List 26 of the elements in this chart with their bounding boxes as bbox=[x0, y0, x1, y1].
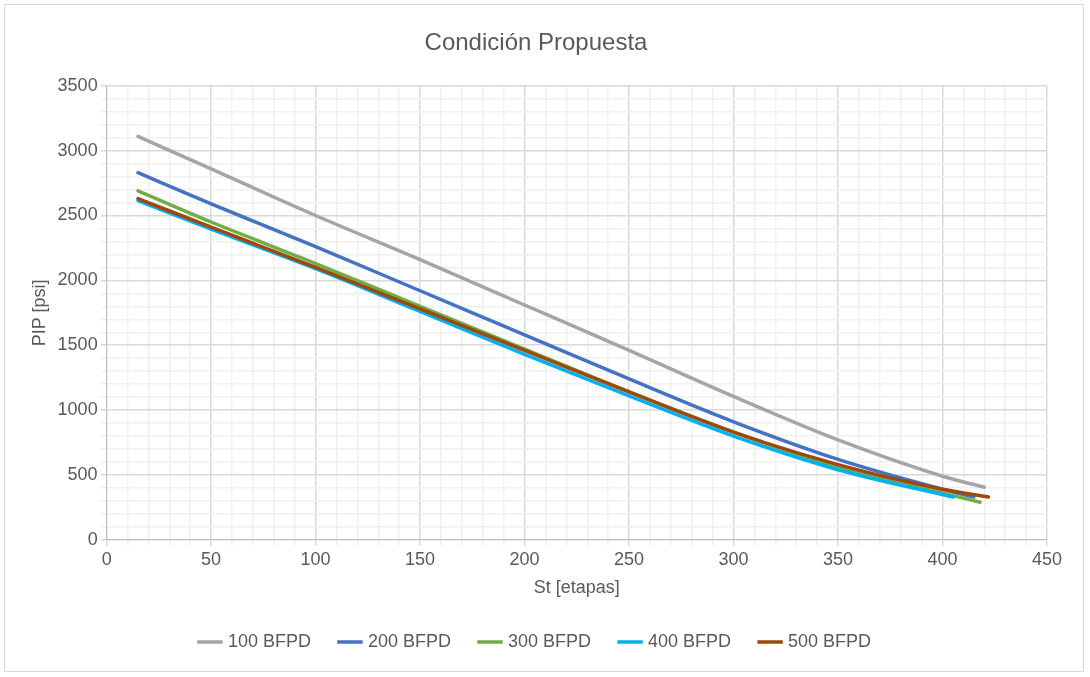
x-tick-label: 300 bbox=[718, 548, 749, 569]
x-tick-label: 50 bbox=[201, 548, 222, 569]
y-axis-title: PIP [psi] bbox=[28, 279, 49, 347]
y-tick-label: 3000 bbox=[57, 139, 98, 160]
x-tick-label: 200 bbox=[509, 548, 540, 569]
x-axis-title: St [etapas] bbox=[533, 577, 620, 598]
legend-label: 200 BFPD bbox=[367, 630, 451, 651]
x-tick-label: 250 bbox=[614, 548, 645, 569]
x-tick-label: 450 bbox=[1031, 548, 1063, 569]
y-tick-label: 1500 bbox=[57, 334, 98, 355]
x-tick-label: 100 bbox=[300, 548, 331, 569]
x-tick-label: 400 bbox=[927, 548, 958, 569]
legend-label: 100 BFPD bbox=[227, 630, 311, 651]
y-tick-label: 3500 bbox=[57, 74, 98, 95]
y-tick-label: 2500 bbox=[57, 204, 98, 225]
legend-label: 300 BFPD bbox=[507, 630, 592, 651]
x-tick-label: 0 bbox=[101, 548, 112, 569]
y-tick-label: 2000 bbox=[57, 269, 98, 290]
y-tick-label: 0 bbox=[87, 528, 98, 549]
legend-label: 400 BFPD bbox=[648, 630, 732, 651]
x-tick-label: 350 bbox=[823, 548, 854, 569]
legend-label: 500 BFPD bbox=[788, 630, 872, 651]
y-tick-label: 1000 bbox=[57, 399, 98, 420]
y-tick-label: 500 bbox=[67, 463, 98, 484]
x-tick-label: 150 bbox=[405, 548, 436, 569]
chart-title: Condición Propuesta bbox=[424, 28, 649, 56]
